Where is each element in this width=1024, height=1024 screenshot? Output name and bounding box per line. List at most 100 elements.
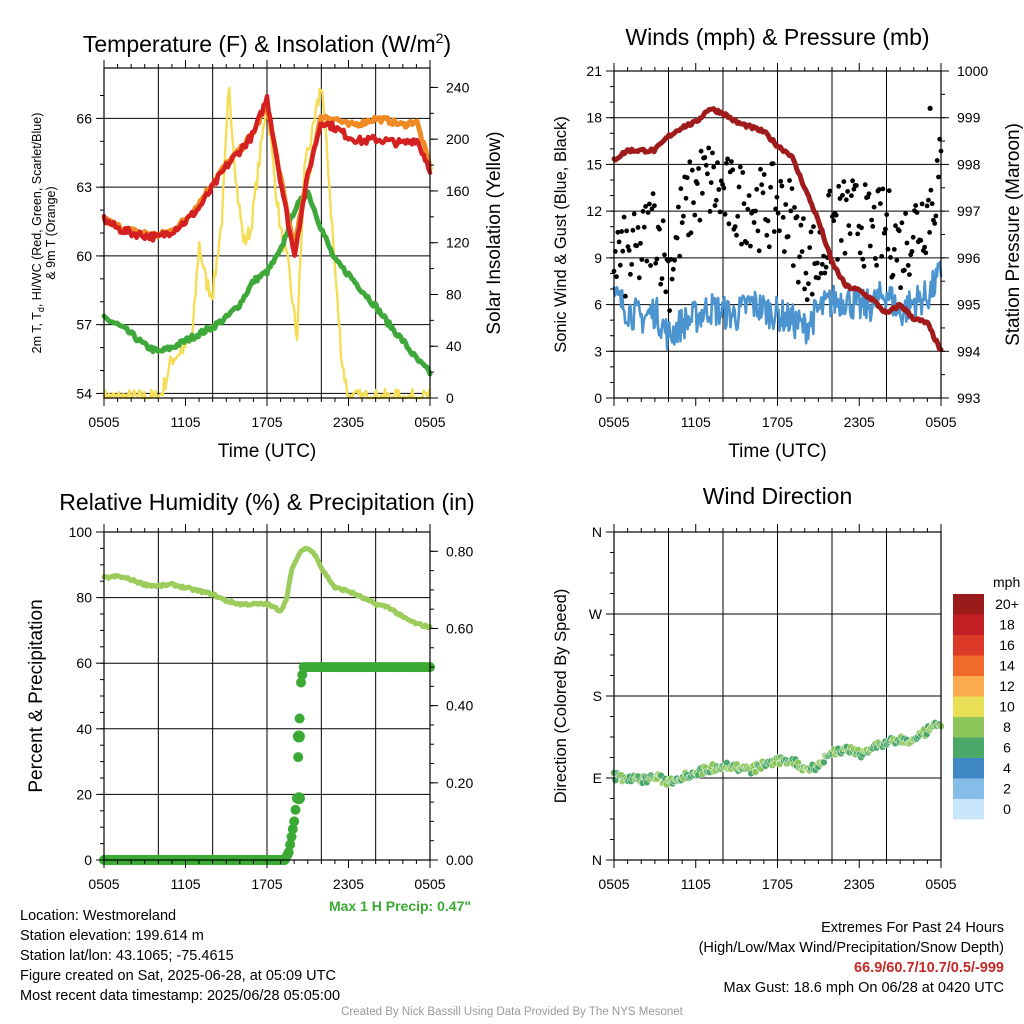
x-tick-label: 0505: [414, 876, 445, 892]
gust-point: [774, 194, 780, 200]
gust-point: [854, 183, 859, 188]
gust-point: [885, 246, 891, 252]
precip-point: [297, 669, 308, 680]
legend-label: 4: [1003, 760, 1011, 776]
gust-point: [806, 281, 811, 287]
legend-swatch: [953, 799, 984, 820]
gust-point: [626, 248, 632, 253]
gust-point: [732, 224, 738, 230]
label-subscript: d: [36, 307, 46, 312]
station-info: Location: Westmoreland Station elevation…: [20, 906, 340, 1006]
y-tick-label: 9: [594, 250, 602, 266]
gust-point: [617, 262, 623, 268]
legend-swatch: [953, 717, 984, 738]
gust-point: [833, 212, 839, 218]
x-tick-label: 1705: [762, 414, 793, 430]
gust-point: [729, 159, 734, 165]
gust-point: [890, 272, 896, 278]
gust-point: [700, 190, 705, 196]
legend-title: mph: [993, 574, 1020, 590]
y-tick-label: 21: [586, 63, 602, 79]
gust-point: [893, 223, 898, 229]
y-tick-label: 18: [586, 110, 602, 126]
gust-point: [907, 272, 912, 277]
gust-point: [688, 230, 694, 236]
y-tick-label: 0: [594, 390, 602, 406]
y2-tick-label: 996: [957, 250, 981, 266]
gust-point: [811, 224, 816, 230]
gust-point: [634, 243, 640, 249]
legend-label: 20+: [995, 596, 1019, 612]
gust-point: [886, 188, 892, 194]
gust-point: [927, 230, 932, 235]
gust-point: [759, 182, 765, 188]
y-axis-label: Direction (Colored By Speed): [552, 589, 570, 804]
y2-tick-label: 995: [957, 297, 981, 313]
x-tick-label: 1705: [762, 876, 793, 892]
gust-point: [770, 161, 776, 167]
y-axis-label: Sonic Wind & Gust (Blue, Black): [552, 116, 570, 353]
precip-point: [293, 752, 304, 763]
precip-point: [292, 792, 305, 805]
y2-axis-label: Station Pressure (Maroon): [1003, 123, 1024, 346]
gust-points: [611, 105, 944, 313]
gust-point: [929, 201, 935, 207]
gust-point: [698, 148, 704, 154]
gust-point: [754, 186, 760, 192]
gust-point: [705, 171, 710, 177]
gust-point: [872, 256, 878, 261]
gust-point: [725, 156, 730, 162]
label-part: , HI/WC (Red, Green, Scarlet/Blue): [30, 113, 44, 308]
panel-title: Relative Humidity (%) & Precipitation (i…: [59, 489, 474, 515]
pressure-line: [611, 106, 944, 353]
y2-tick-label: 160: [446, 183, 470, 199]
gust-point: [736, 184, 742, 190]
gust-point: [694, 181, 700, 187]
extremes-title: Extremes For Past 24 Hours: [821, 920, 1004, 936]
gust-point: [775, 210, 781, 216]
legend-swatch: [953, 635, 984, 656]
gust-point: [874, 262, 879, 268]
y2-tick-label: 0.40: [446, 698, 473, 714]
gust-point: [718, 178, 724, 184]
gust-point: [710, 150, 715, 156]
gust-point: [702, 155, 708, 160]
y2-tick-label: 993: [957, 390, 981, 406]
gust-point: [807, 245, 813, 251]
y-axis-label: Percent & Precipitation: [26, 599, 47, 792]
x-tick-label: 0505: [88, 414, 119, 430]
label-part: 2m T, T: [30, 312, 44, 354]
gust-point: [787, 178, 792, 183]
y2-tick-label: 994: [957, 343, 981, 359]
gust-point: [932, 221, 938, 226]
gust-point: [721, 185, 727, 191]
gust-point: [625, 244, 631, 250]
gust-point: [843, 197, 849, 203]
gust-point: [639, 257, 645, 262]
gust-point: [662, 252, 667, 258]
direction-points: [610, 719, 945, 789]
gust-point: [641, 224, 647, 230]
gust-point: [804, 297, 810, 303]
temp-2m-line: [101, 93, 433, 258]
y2-tick-label: 997: [957, 203, 981, 219]
gust-point: [691, 200, 696, 206]
title-part: Temperature (F) & Insolation (W/m: [83, 31, 436, 57]
y-tick-label: 6: [594, 297, 602, 313]
gust-point: [859, 225, 864, 231]
x-tick-label: 2305: [333, 876, 364, 892]
gust-point: [745, 206, 751, 212]
gust-point: [814, 260, 820, 266]
gust-point: [697, 217, 703, 223]
gust-point: [761, 172, 767, 177]
gust-point: [765, 218, 771, 224]
dewpoint-line: [101, 189, 433, 377]
x-tick-label: 0505: [598, 876, 629, 892]
gust-point: [792, 205, 797, 210]
legend-label: 14: [999, 658, 1015, 674]
x-tick-label: 0505: [925, 414, 956, 430]
max-precip-label: Max 1 H Precip: 0.47": [329, 898, 471, 914]
precip-point: [292, 730, 305, 743]
y-tick-label: N: [592, 524, 602, 540]
